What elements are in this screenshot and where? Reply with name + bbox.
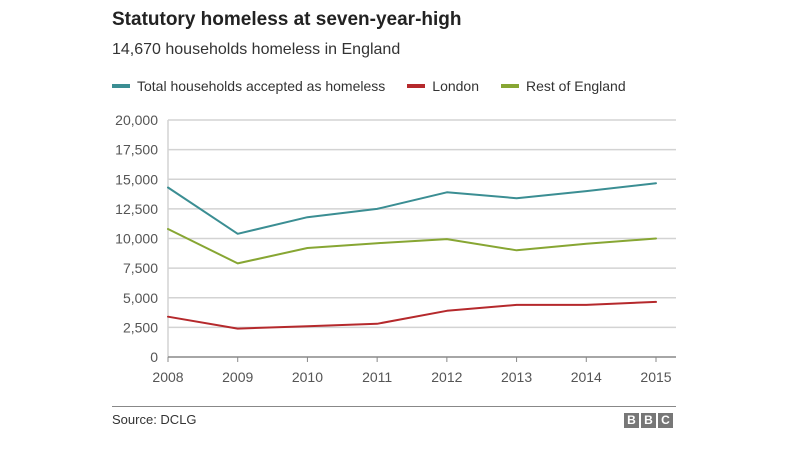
y-tick-label-0: 0: [150, 349, 158, 365]
data-point-rest-of-england-2014: [585, 243, 587, 245]
legend-item-rest-of-england: Rest of England: [501, 78, 626, 94]
x-tick-label-7: 2015: [640, 369, 671, 385]
data-point-total-2008: [167, 187, 169, 189]
y-tick-label-7: 17,500: [115, 142, 158, 158]
chart-title: Statutory homeless at seven-year-high: [112, 9, 462, 30]
data-point-london-2011: [376, 323, 378, 325]
y-tick-label-5: 12,500: [115, 201, 158, 217]
legend-swatch-total: [112, 84, 130, 88]
data-point-london-2015: [655, 301, 657, 303]
legend-label-london: London: [432, 78, 479, 94]
bbc-logo-letter-c: C: [658, 413, 673, 428]
data-point-rest-of-england-2009: [237, 262, 239, 264]
x-tick-label-3: 2011: [362, 369, 392, 385]
x-tick-label-5: 2013: [501, 369, 532, 385]
bbc-logo-letter-b1: B: [624, 413, 639, 428]
x-tick-label-1: 2009: [222, 369, 253, 385]
footer-divider: [112, 406, 676, 407]
data-point-london-2009: [237, 328, 239, 330]
chart-subtitle: 14,670 households homeless in England: [112, 41, 401, 58]
data-point-rest-of-england-2008: [167, 228, 169, 230]
data-point-london-2012: [446, 310, 448, 312]
data-point-rest-of-england-2011: [376, 242, 378, 244]
line-chart: 0 2,500 5,000 7,500 10,000 12,500 15,000 17,500…: [115, 112, 676, 385]
data-point-rest-of-england-2012: [446, 238, 448, 240]
bbc-logo-letter-b2: B: [641, 413, 656, 428]
y-tick-label-3: 7,500: [123, 260, 158, 276]
data-point-total-2013: [516, 197, 518, 199]
legend-swatch-rest-of-england: [501, 84, 519, 88]
x-tick-label-6: 2014: [571, 369, 602, 385]
series-line-total: [167, 182, 657, 235]
legend-label-rest-of-england: Rest of England: [526, 78, 626, 94]
source-note: Source: DCLG: [112, 412, 197, 427]
legend-swatch-london: [407, 84, 426, 88]
data-point-total-2015: [655, 182, 657, 184]
data-point-rest-of-england-2015: [655, 238, 657, 240]
legend-item-total: Total households accepted as homeless: [112, 78, 385, 94]
data-point-rest-of-england-2013: [516, 249, 518, 251]
legend-item-london: London: [407, 78, 479, 94]
x-tick-label-4: 2012: [431, 369, 462, 385]
y-tick-label-1: 2,500: [123, 319, 158, 335]
data-point-total-2009: [237, 233, 239, 235]
series-line-london: [167, 300, 657, 330]
data-point-london-2008: [167, 316, 169, 318]
y-tick-label-6: 15,000: [115, 171, 158, 187]
data-point-london-2014: [585, 304, 587, 306]
data-point-total-2010: [306, 216, 308, 218]
x-tick-label-0: 2008: [152, 369, 183, 385]
chart-legend: Total households accepted as homeless Lo…: [112, 76, 648, 96]
y-tick-label-8: 20,000: [115, 112, 158, 128]
x-tick-label-2: 2010: [292, 369, 323, 385]
data-point-total-2014: [585, 190, 587, 192]
series-line-rest-of-england: [167, 228, 657, 265]
data-point-total-2012: [446, 191, 448, 193]
y-tick-label-2: 5,000: [123, 290, 158, 306]
legend-label-total: Total households accepted as homeless: [137, 78, 386, 94]
data-point-rest-of-england-2010: [306, 247, 308, 249]
bbc-logo: B B C: [624, 413, 675, 428]
data-point-london-2010: [306, 325, 308, 327]
y-tick-label-4: 10,000: [115, 231, 158, 247]
data-point-total-2011: [376, 208, 378, 210]
data-point-london-2013: [516, 304, 518, 306]
